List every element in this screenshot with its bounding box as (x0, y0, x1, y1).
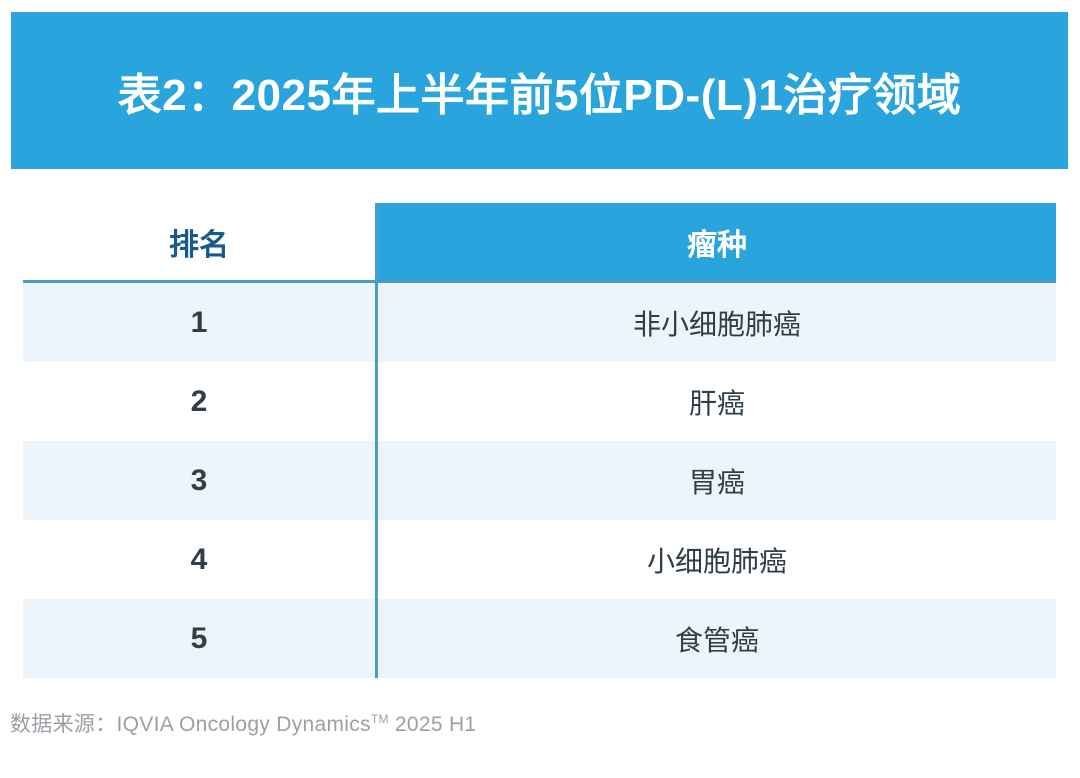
data-source-text: 数据来源：IQVIA Oncology Dynamics (10, 713, 371, 736)
data-source-period: 2025 H1 (388, 713, 477, 736)
tumor-cell: 小细胞肺癌 (375, 520, 1056, 599)
tumor-cell: 食管癌 (375, 599, 1056, 678)
rank-cell: 4 (190, 542, 208, 576)
col-header-rank: 排名 (23, 203, 375, 283)
table-row: 4 小细胞肺癌 (23, 520, 1056, 599)
trademark-superscript: TM (370, 712, 389, 726)
page-title: 表2：2025年上半年前5位PD-(L)1治疗领域 (117, 70, 962, 120)
rank-cell: 5 (190, 621, 208, 655)
table-row: 3 胃癌 (23, 441, 1056, 520)
rank-cell: 2 (190, 384, 208, 418)
rank-cell: 3 (190, 463, 208, 497)
data-source-note: 数据来源：IQVIA Oncology DynamicsTM 2025 H1 (10, 708, 476, 738)
col-header-tumor: 瘤种 (375, 203, 1056, 283)
table-row: 5 食管癌 (23, 599, 1056, 678)
rank-cell: 1 (190, 305, 208, 339)
table-header-row: 排名 瘤种 (23, 203, 1056, 283)
title-banner: 表2：2025年上半年前5位PD-(L)1治疗领域 (11, 12, 1068, 169)
tumor-cell: 肝癌 (375, 362, 1056, 441)
table-body: 1 非小细胞肺癌 2 肝癌 3 胃癌 4 小细胞肺癌 5 食管癌 (23, 283, 1056, 678)
tumor-cell: 胃癌 (375, 441, 1056, 520)
table-row: 1 非小细胞肺癌 (23, 283, 1056, 362)
ranking-table: 排名 瘤种 1 非小细胞肺癌 2 肝癌 3 胃癌 4 小细胞肺癌 5 食管癌 (23, 203, 1056, 678)
table-row: 2 肝癌 (23, 362, 1056, 441)
tumor-cell: 非小细胞肺癌 (375, 283, 1056, 362)
